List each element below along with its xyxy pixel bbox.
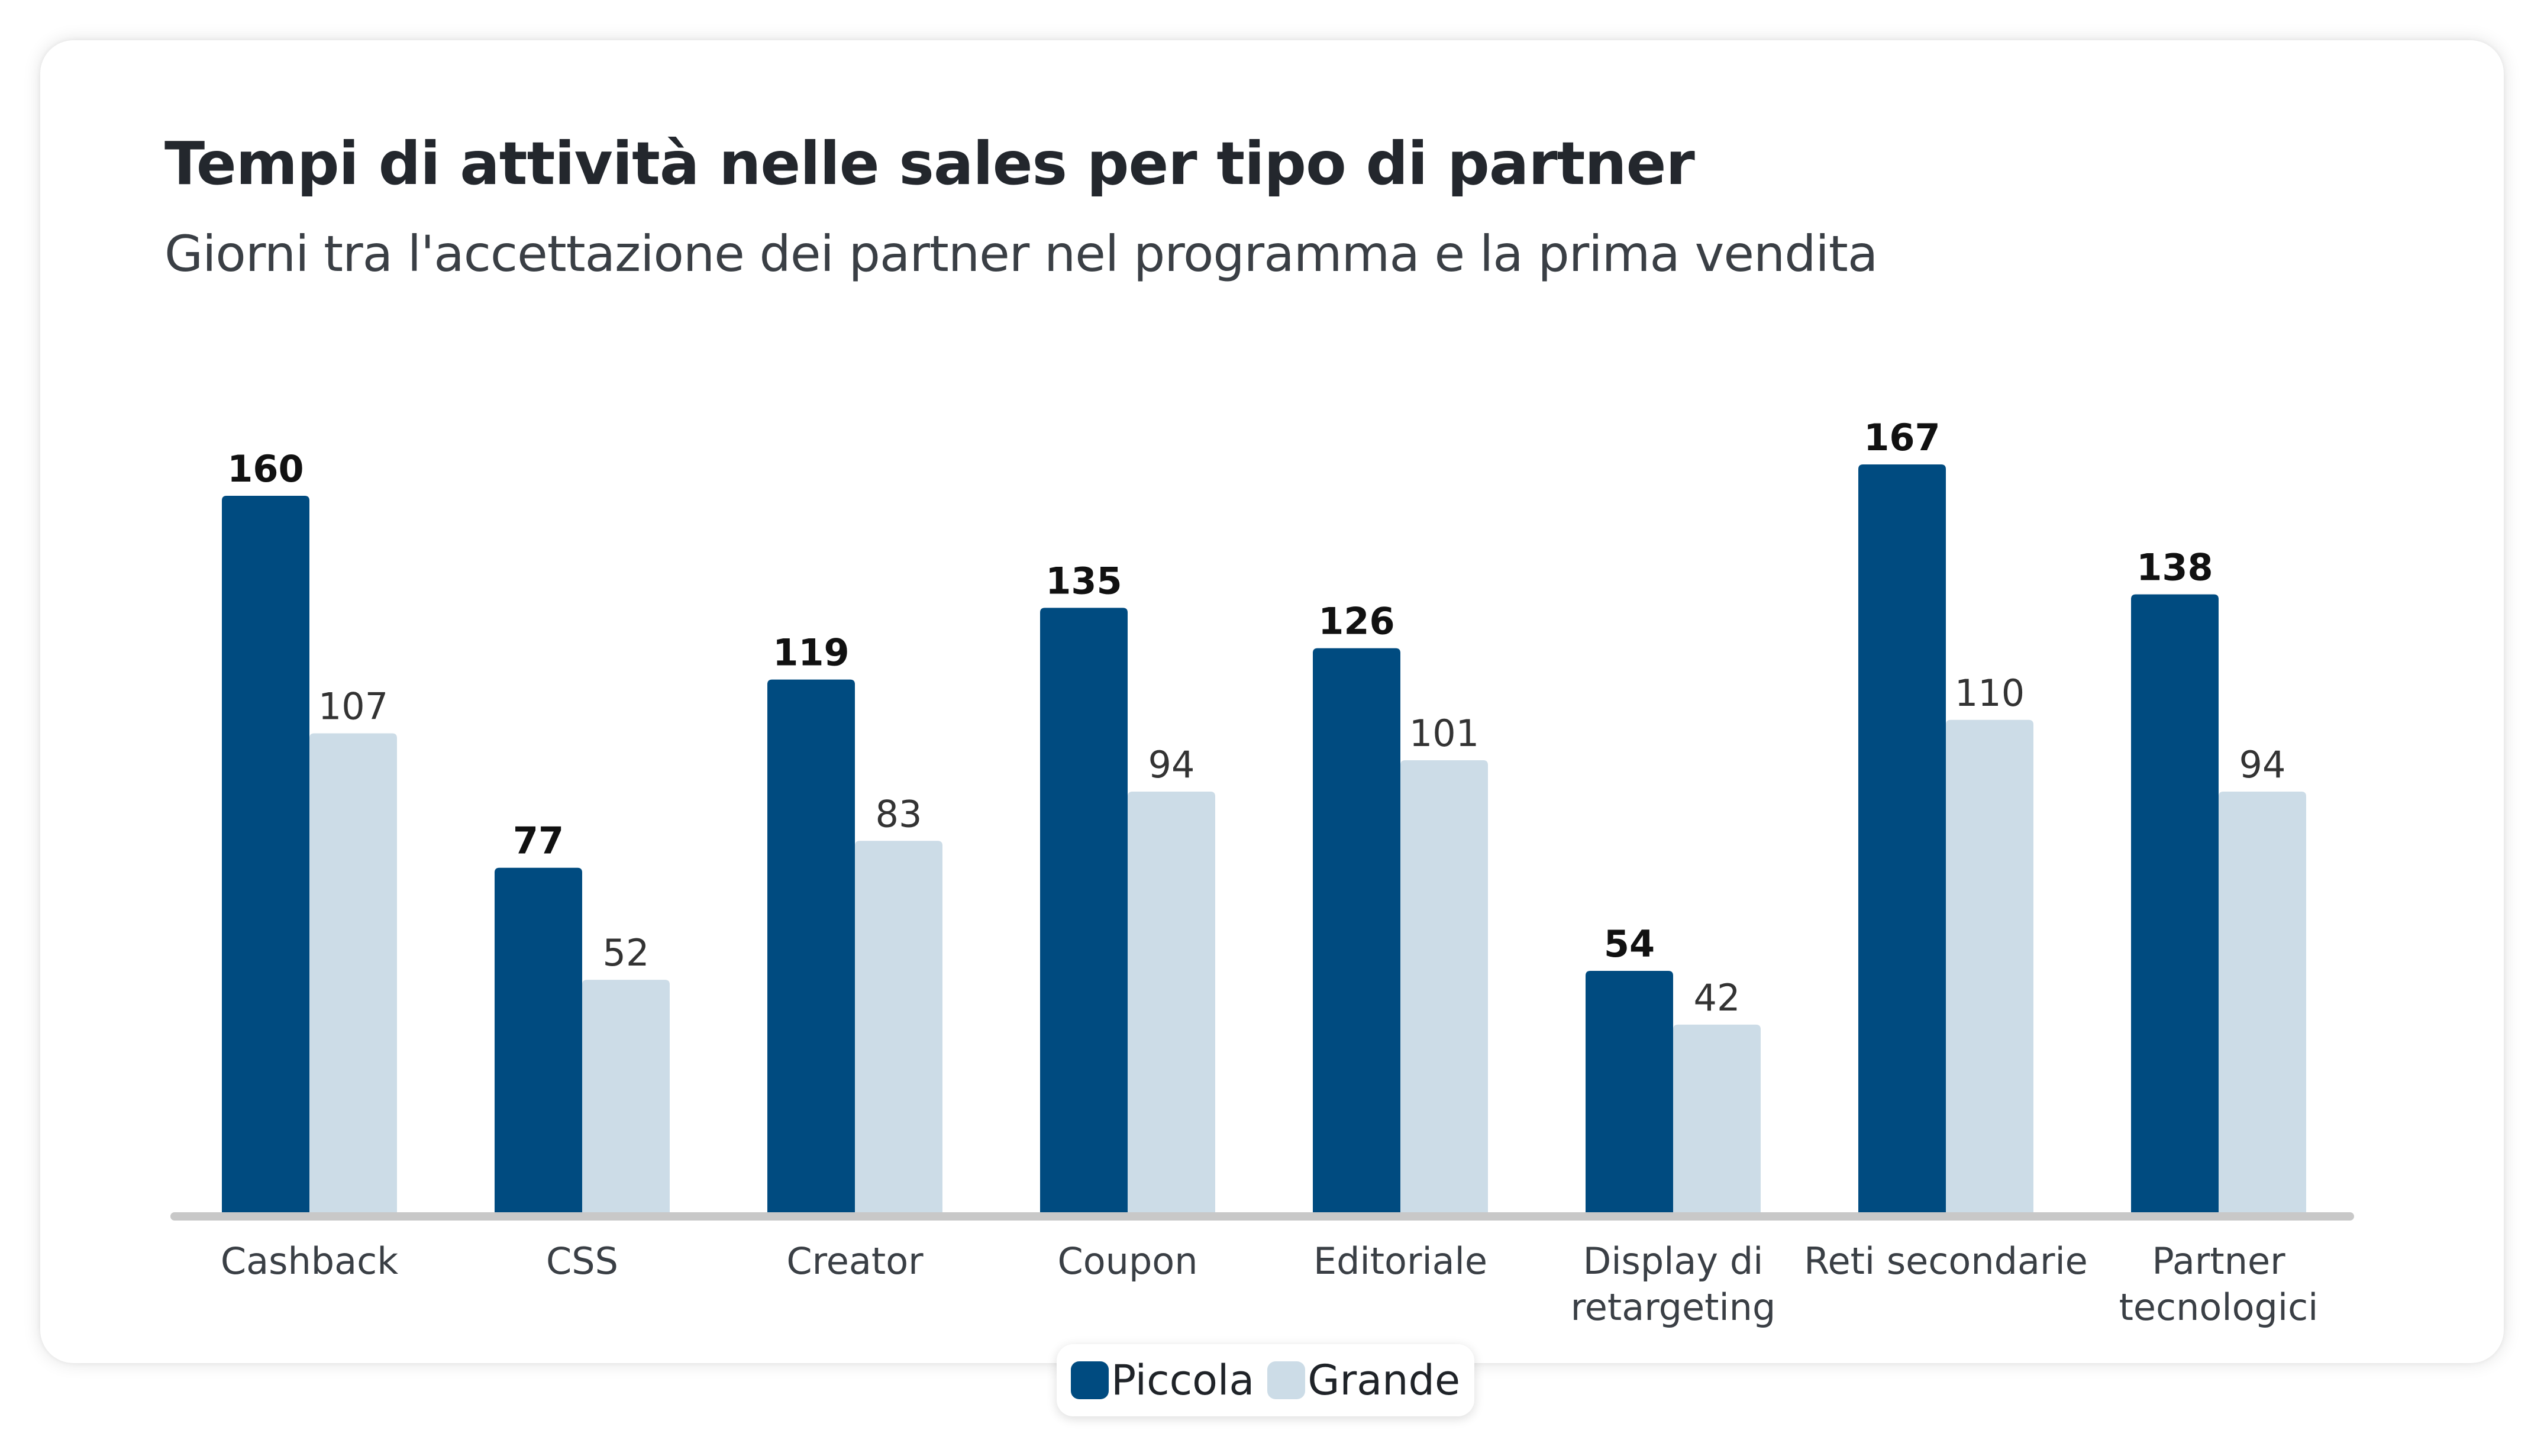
bar-grande	[309, 733, 397, 1213]
legend-label-grande: Grande	[1307, 1356, 1461, 1405]
category-tick-label: Partner tecnologici	[2119, 1239, 2319, 1329]
bar-piccola	[1858, 464, 1946, 1213]
legend-item-piccola: Piccola	[1071, 1356, 1254, 1405]
bar-piccola	[1313, 648, 1400, 1213]
legend-item-grande: Grande	[1267, 1356, 1460, 1405]
bar-piccola	[2131, 594, 2219, 1213]
data-label-piccola: 167	[1864, 416, 1940, 459]
bar-grande	[1673, 1024, 1761, 1213]
data-label-grande: 101	[1409, 712, 1479, 755]
chart-title: Tempi di attività nelle sales per tipo d…	[164, 129, 1695, 198]
bar-grande	[1128, 791, 1215, 1213]
chart-subtitle: Giorni tra l'accettazione dei partner ne…	[164, 225, 1878, 283]
data-label-piccola: 119	[773, 631, 849, 674]
category-tick-label: Coupon	[1057, 1239, 1197, 1283]
data-label-piccola: 138	[2136, 546, 2213, 589]
category-tick-label: Display di retargeting	[1571, 1239, 1776, 1329]
bar-grande	[582, 980, 670, 1213]
data-label-grande: 94	[1148, 743, 1195, 786]
data-label-grande: 94	[2239, 743, 2286, 786]
data-label-piccola: 126	[1318, 600, 1394, 643]
bar-grande	[1946, 719, 2033, 1213]
category-tick-label: Editoriale	[1313, 1239, 1487, 1283]
category-tick-label: Reti secondarie	[1804, 1239, 2088, 1283]
category-tick-label: Cashback	[221, 1239, 398, 1283]
bar-piccola	[1586, 970, 1673, 1213]
chart-card	[40, 40, 2504, 1363]
data-label-grande: 42	[1694, 976, 1741, 1019]
bar-piccola	[767, 679, 855, 1213]
bar-grande	[855, 841, 942, 1213]
data-label-piccola: 160	[227, 447, 304, 490]
legend-label-piccola: Piccola	[1111, 1356, 1255, 1405]
legend-swatch-piccola	[1071, 1361, 1109, 1399]
category-tick-label: Creator	[786, 1239, 924, 1283]
legend-swatch-grande	[1267, 1361, 1306, 1399]
data-label-grande: 52	[603, 931, 650, 974]
data-label-grande: 110	[1955, 671, 2025, 715]
data-label-piccola: 77	[513, 819, 564, 863]
bar-piccola	[495, 867, 582, 1213]
legend: Piccola Grande	[1057, 1344, 1475, 1416]
data-label-grande: 83	[876, 792, 922, 835]
bar-piccola	[1040, 608, 1128, 1213]
bar-grande	[1400, 760, 1488, 1213]
bar-piccola	[222, 496, 309, 1213]
category-tick-label: CSS	[546, 1239, 618, 1283]
data-label-grande: 107	[318, 685, 388, 728]
data-label-piccola: 54	[1604, 922, 1655, 966]
bar-grande	[2219, 791, 2306, 1213]
data-label-piccola: 135	[1045, 559, 1122, 602]
